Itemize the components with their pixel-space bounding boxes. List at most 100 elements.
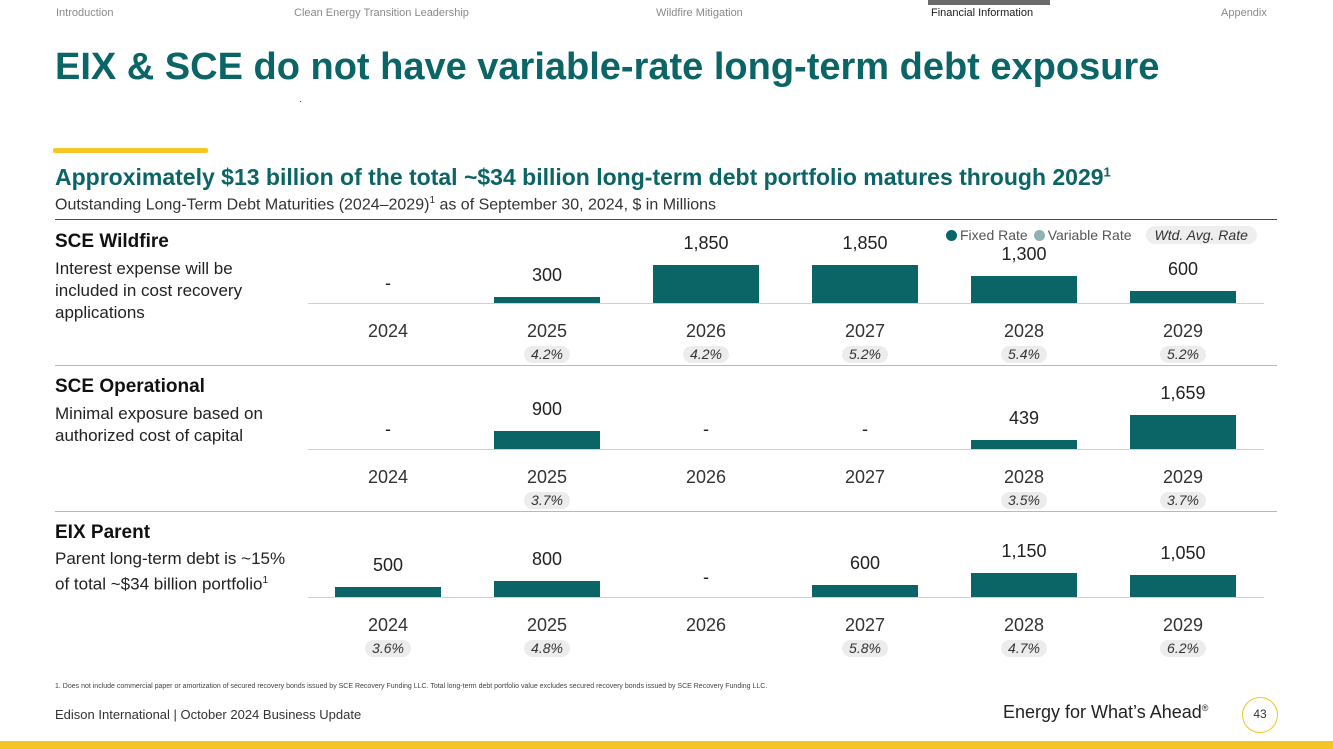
- bar-eix-parent-2025: [494, 581, 600, 597]
- bar-eix-parent-2027: [812, 585, 918, 597]
- footer-company-date: Edison International | October 2024 Busi…: [55, 707, 362, 722]
- wtd-rate-sce-wildfire-2028: 5.4%: [1001, 346, 1047, 363]
- bar-eix-parent-2028: [971, 573, 1077, 597]
- value-label-sce-wildfire-2028: 1,300: [1001, 244, 1047, 264]
- value-label-sce-wildfire-2025: 300: [531, 265, 563, 285]
- year-label-sce-operational-2027: 2027: [844, 467, 886, 487]
- nav-item-wildfire[interactable]: Wildfire Mitigation: [656, 7, 743, 19]
- year-label-eix-parent-2028: 2028: [1003, 615, 1045, 635]
- section-nav: Introduction Clean Energy Transition Lea…: [0, 7, 1333, 27]
- nav-item-appendix[interactable]: Appendix: [1221, 7, 1267, 19]
- nav-item-clean-energy[interactable]: Clean Energy Transition Leadership: [294, 7, 469, 19]
- chart-subtitle: Approximately $13 billion of the total ~…: [55, 164, 1111, 191]
- value-label-eix-parent-2024: 500: [372, 555, 404, 575]
- wtd-rate-eix-parent-2027: 5.8%: [842, 640, 888, 657]
- legend-variable: Variable Rate: [1033, 227, 1132, 243]
- year-label-sce-operational-2029: 2029: [1162, 467, 1204, 487]
- footnote: 1. Does not include commercial paper or …: [55, 683, 768, 690]
- value-label-sce-wildfire-2027: 1,850: [842, 233, 888, 253]
- year-label-sce-wildfire-2027: 2027: [844, 321, 886, 341]
- subtitle-text: Approximately $13 billion of the total ~…: [55, 164, 1104, 190]
- page-number: 43: [1242, 697, 1278, 733]
- legend-variable-label: Variable Rate: [1047, 227, 1132, 243]
- year-label-sce-wildfire-2029: 2029: [1162, 321, 1204, 341]
- wtd-rate-eix-parent-2024: 3.6%: [365, 640, 411, 657]
- tagline-registered-mark: ®: [1201, 703, 1209, 713]
- legend-wtd-avg-rate: Wtd. Avg. Rate: [1145, 226, 1257, 244]
- wtd-rate-eix-parent-2028: 4.7%: [1001, 640, 1047, 657]
- bar-sce-wildfire-2028: [971, 276, 1077, 303]
- section-title-sce-wildfire: SCE Wildfire: [55, 231, 169, 252]
- value-label-eix-parent-2025: 800: [531, 549, 563, 569]
- section-desc-eix-parent: Parent long-term debt is ~15% of total ~…: [55, 548, 290, 596]
- fixed-rate-dot-icon: [946, 229, 957, 241]
- legend-fixed: Fixed Rate: [946, 227, 1028, 243]
- bar-sce-wildfire-2029: [1130, 291, 1236, 303]
- bar-sce-operational-2028: [971, 440, 1077, 449]
- axis-baseline-eix-parent: [308, 597, 1264, 598]
- bar-eix-parent-2024: [335, 587, 441, 597]
- axis-baseline-sce-wildfire: [308, 303, 1264, 304]
- wtd-rate-sce-wildfire-2025: 4.2%: [524, 346, 570, 363]
- bar-sce-operational-2025: [494, 431, 600, 449]
- legend: Fixed Rate Variable Rate Wtd. Avg. Rate: [946, 226, 1257, 244]
- value-label-eix-parent-2028: 1,150: [1001, 541, 1047, 561]
- stray-mark: [300, 101, 301, 102]
- wtd-rate-eix-parent-2025: 4.8%: [524, 640, 570, 657]
- nav-item-financial[interactable]: Financial Information: [931, 7, 1034, 19]
- bar-sce-wildfire-2026: [653, 265, 759, 303]
- subtitle-footnote-ref: 1: [1103, 164, 1111, 180]
- year-label-eix-parent-2024: 2024: [367, 615, 409, 635]
- bar-sce-wildfire-2025: [494, 297, 600, 303]
- wtd-rate-sce-wildfire-2026: 4.2%: [683, 346, 729, 363]
- value-label-eix-parent-2026: -: [703, 567, 709, 587]
- value-label-sce-operational-2024: -: [385, 419, 391, 439]
- nav-item-introduction[interactable]: Introduction: [56, 7, 114, 19]
- year-label-eix-parent-2027: 2027: [844, 615, 886, 635]
- year-label-sce-wildfire-2025: 2025: [526, 321, 568, 341]
- value-label-sce-operational-2027: -: [862, 419, 868, 439]
- year-label-eix-parent-2026: 2026: [685, 615, 727, 635]
- value-label-sce-operational-2028: 439: [1008, 408, 1040, 428]
- section-title-sce-operational: SCE Operational: [55, 376, 205, 397]
- wtd-rate-sce-wildfire-2029: 5.2%: [1160, 346, 1206, 363]
- caption-footnote-ref: 1: [429, 195, 435, 206]
- section-title-eix-parent: EIX Parent: [55, 522, 151, 543]
- year-label-sce-wildfire-2024: 2024: [367, 321, 409, 341]
- tagline-text: Energy for What’s Ahead: [1003, 702, 1202, 722]
- caption-pre: Outstanding Long-Term Debt Maturities (2…: [55, 196, 430, 214]
- bar-sce-operational-2029: [1130, 415, 1236, 449]
- value-label-sce-wildfire-2029: 600: [1167, 259, 1199, 279]
- wtd-rate-sce-operational-2028: 3.5%: [1001, 492, 1047, 509]
- variable-rate-dot-icon: [1033, 229, 1045, 241]
- bar-sce-wildfire-2027: [812, 265, 918, 303]
- bar-eix-parent-2029: [1130, 575, 1236, 597]
- value-label-sce-operational-2026: -: [703, 419, 709, 439]
- wtd-rate-sce-operational-2029: 3.7%: [1160, 492, 1206, 509]
- wtd-rate-eix-parent-2029: 6.2%: [1160, 640, 1206, 657]
- value-label-sce-wildfire-2026: 1,850: [683, 233, 729, 253]
- eix-parent-footnote-ref: 1: [262, 575, 269, 586]
- page-title: EIX & SCE do not have variable-rate long…: [55, 46, 1160, 88]
- accent-bar: [53, 148, 208, 153]
- nav-active-indicator: [928, 0, 1050, 5]
- axis-baseline-sce-operational: [308, 449, 1264, 450]
- year-label-sce-wildfire-2028: 2028: [1003, 321, 1045, 341]
- value-label-sce-operational-2029: 1,659: [1160, 383, 1206, 403]
- value-label-sce-wildfire-2024: -: [385, 273, 391, 293]
- year-label-sce-wildfire-2026: 2026: [685, 321, 727, 341]
- year-label-sce-operational-2028: 2028: [1003, 467, 1045, 487]
- bottom-accent-bar: [0, 741, 1333, 749]
- year-label-eix-parent-2025: 2025: [526, 615, 568, 635]
- header-rule: [55, 219, 1277, 220]
- value-label-sce-operational-2025: 900: [531, 399, 563, 419]
- year-label-eix-parent-2029: 2029: [1162, 615, 1204, 635]
- section-divider: [55, 511, 1277, 512]
- year-label-sce-operational-2024: 2024: [367, 467, 409, 487]
- year-label-sce-operational-2026: 2026: [685, 467, 727, 487]
- section-divider: [55, 365, 1277, 366]
- legend-fixed-label: Fixed Rate: [960, 227, 1028, 243]
- eix-parent-desc-text: Parent long-term debt is ~15% of total ~…: [55, 549, 286, 594]
- wtd-rate-sce-wildfire-2027: 5.2%: [842, 346, 888, 363]
- section-desc-sce-operational: Minimal exposure based on authorized cos…: [55, 404, 263, 445]
